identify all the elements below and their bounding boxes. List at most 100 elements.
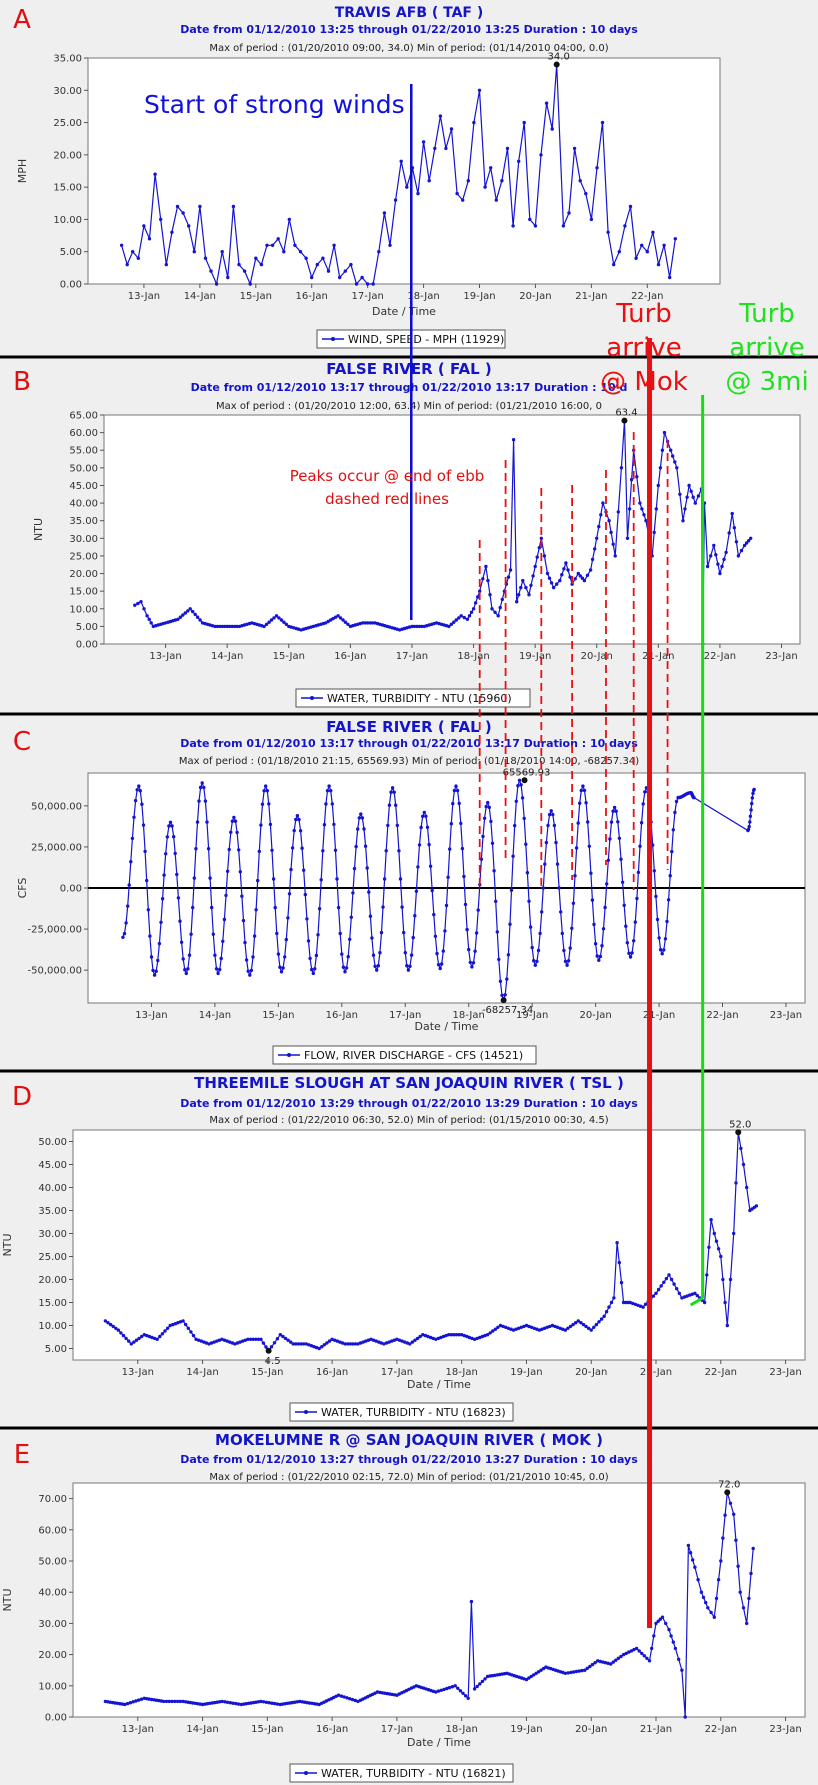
data-point <box>500 179 504 183</box>
data-point <box>597 958 601 962</box>
data-point <box>723 1513 727 1517</box>
data-point <box>666 898 671 902</box>
data-point <box>586 1326 591 1331</box>
panel-a-subtitle: Date from 01/12/2010 13:25 through 01/22… <box>180 23 638 36</box>
data-point <box>705 564 710 569</box>
data-point <box>467 614 472 618</box>
panel-e-ytick-label: 60.00 <box>38 1525 67 1536</box>
data-point <box>306 939 311 943</box>
data-point <box>262 624 266 629</box>
data-point <box>191 905 195 910</box>
peaks-note-line-2: dashed red lines <box>325 490 449 508</box>
panel-c-legend-label: FLOW, RIVER DISCHARGE - CFS (14521) <box>304 1049 523 1062</box>
data-point <box>716 1247 721 1251</box>
data-point <box>349 915 353 919</box>
data-point <box>671 1640 675 1644</box>
data-point <box>284 622 288 626</box>
data-point <box>259 262 264 267</box>
panel-a-ytick-label: 10.00 <box>53 215 82 226</box>
panel-a-xtick-label: 16-Jan <box>296 291 328 302</box>
data-point <box>357 816 361 820</box>
data-point <box>312 1345 316 1349</box>
data-point <box>576 821 580 825</box>
data-point <box>736 1564 740 1568</box>
data-point <box>693 1565 697 1569</box>
data-point <box>287 892 292 896</box>
panel-c-xtick-label: 15-Jan <box>262 1010 294 1021</box>
data-point <box>473 949 477 953</box>
data-point <box>192 876 196 880</box>
panel-d: THREEMILE SLOUGH AT SAN JOAQUIN RIVER ( … <box>0 1069 818 1427</box>
data-point <box>665 919 669 924</box>
panel-a-title: TRAVIS AFB ( TAF ) <box>335 5 484 21</box>
data-point <box>106 1321 110 1325</box>
data-point <box>387 1340 391 1344</box>
data-point <box>225 624 229 629</box>
data-point <box>484 804 488 809</box>
data-point <box>545 1325 549 1330</box>
data-point <box>527 1324 531 1329</box>
data-point <box>379 930 384 935</box>
data-point <box>394 803 398 807</box>
data-point <box>745 1185 749 1190</box>
data-point <box>525 871 530 875</box>
panel-b-minmax: Max of period : (01/20/2010 12:00, 63.4)… <box>216 401 602 412</box>
data-point <box>186 967 190 971</box>
data-point <box>576 571 580 576</box>
panel-a-xtick-label: 22-Jan <box>631 291 663 302</box>
data-point <box>744 541 749 545</box>
data-point <box>317 1346 321 1351</box>
data-point <box>546 823 550 828</box>
panel-e-xtick-label: 20-Jan <box>575 1724 607 1735</box>
data-point <box>434 1690 438 1694</box>
data-point <box>264 1700 269 1705</box>
panel-d-trough-marker <box>265 1347 272 1354</box>
data-point <box>415 624 419 629</box>
data-point <box>522 120 526 125</box>
data-point <box>413 914 417 918</box>
data-point <box>576 1319 580 1323</box>
data-point <box>539 1668 543 1672</box>
data-point <box>188 607 192 611</box>
data-point <box>237 848 241 852</box>
data-point <box>134 1699 138 1703</box>
panel-b-xtick-label: 13-Jan <box>149 651 181 662</box>
data-point <box>145 614 149 618</box>
data-point <box>473 601 478 605</box>
panel-a-ytick-label: 0.00 <box>60 280 82 291</box>
data-point <box>374 1339 378 1343</box>
data-point <box>395 823 399 828</box>
panel-e-xtick-label: 23-Jan <box>769 1724 801 1735</box>
data-point <box>224 893 228 898</box>
data-point <box>633 920 637 924</box>
data-point <box>445 1686 449 1691</box>
data-point <box>641 1305 645 1309</box>
data-point <box>734 1538 738 1542</box>
data-point <box>667 1273 671 1277</box>
data-point <box>137 1698 141 1702</box>
data-point <box>181 1699 185 1704</box>
data-point <box>351 1342 355 1346</box>
data-point <box>375 968 379 972</box>
data-point <box>457 616 461 620</box>
data-point <box>330 1337 334 1342</box>
data-point <box>635 475 639 479</box>
data-point <box>178 1699 182 1704</box>
data-point <box>604 1310 609 1314</box>
panel-d-ytick-label: 50.00 <box>38 1137 67 1148</box>
data-point <box>656 1619 660 1624</box>
data-point <box>517 778 522 782</box>
data-point <box>360 816 365 820</box>
panel-b-xtick-label: 16-Jan <box>334 651 366 662</box>
data-point <box>134 1338 139 1342</box>
data-point <box>719 1254 723 1259</box>
panel-c-xtick-label: 19-Jan <box>516 1010 548 1021</box>
strong-winds-annotation: Start of strong winds <box>144 90 405 119</box>
data-point <box>544 101 549 105</box>
data-point <box>131 250 135 254</box>
data-point <box>498 979 503 983</box>
data-point <box>333 1338 337 1342</box>
data-point <box>584 801 588 805</box>
data-point <box>303 892 307 897</box>
